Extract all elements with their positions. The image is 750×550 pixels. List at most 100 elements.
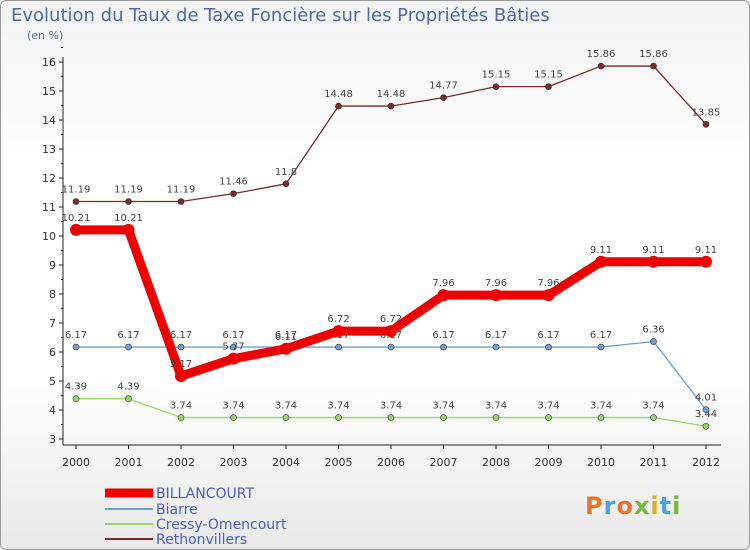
data-label: 6.17 — [275, 330, 297, 341]
series-point — [335, 343, 342, 351]
x-tick-label: 2004 — [272, 456, 300, 469]
data-label: 3.74 — [170, 401, 192, 412]
data-label: 6.72 — [380, 314, 402, 325]
series-point — [440, 94, 447, 101]
data-label: 3.74 — [642, 401, 664, 412]
series-point — [542, 289, 555, 302]
data-label: 7.96 — [537, 278, 559, 289]
y-tick-label: 8 — [49, 288, 56, 301]
logo-letter: x — [633, 492, 651, 520]
series-point — [332, 325, 345, 338]
data-label: 15.86 — [587, 49, 616, 60]
series-point — [440, 343, 447, 351]
x-tick-label: 2008 — [482, 456, 510, 469]
series-point — [597, 414, 605, 421]
data-label: 11.19 — [62, 184, 91, 195]
series-point — [545, 414, 552, 421]
y-tick-label: 10 — [42, 230, 56, 243]
data-label: 3.74 — [380, 401, 402, 412]
data-label: 3.74 — [432, 401, 454, 412]
series-point — [230, 414, 237, 421]
logo-letter: i — [672, 492, 682, 520]
series-point — [545, 343, 552, 351]
series-point — [490, 289, 502, 302]
y-tick-label: 5 — [49, 375, 56, 388]
series-line — [75, 65, 707, 203]
data-label: 3.74 — [222, 401, 244, 412]
data-label: 6.17 — [117, 330, 139, 341]
data-label: 6.36 — [642, 325, 664, 336]
x-tick-label: 2002 — [167, 456, 195, 469]
data-label: 11.19 — [167, 184, 196, 195]
data-label: 14.48 — [377, 89, 406, 100]
series-point — [595, 255, 607, 268]
x-tick-label: 2003 — [220, 456, 248, 469]
data-label: 7.96 — [485, 278, 507, 289]
x-tick-label: 2009 — [535, 456, 563, 469]
y-tick-label: 3 — [49, 433, 56, 446]
series-point — [702, 121, 710, 128]
legend-label: Cressy-Omencourt — [156, 517, 287, 533]
data-label: 6.17 — [65, 330, 87, 341]
series-point — [650, 414, 657, 421]
series-point — [440, 414, 447, 421]
data-label: 4.39 — [117, 382, 139, 393]
series-point — [387, 414, 395, 421]
x-tick-label: 2011 — [640, 456, 668, 469]
y-tick-label: 7 — [49, 317, 56, 330]
y-tick-label: 15 — [42, 85, 56, 98]
y-tick-label: 16 — [42, 56, 56, 69]
data-label: 9.11 — [590, 245, 612, 256]
data-label: 7.96 — [432, 278, 454, 289]
logo-letter: r — [603, 492, 617, 520]
series-point — [437, 289, 450, 302]
series-point — [177, 343, 185, 351]
series-point — [72, 198, 80, 205]
proxiti-logo: Proxiti — [585, 492, 681, 520]
series-point — [125, 395, 132, 402]
series-point — [650, 62, 657, 70]
data-label: 9.11 — [695, 245, 717, 256]
logo-letter: t — [659, 492, 673, 520]
series-point — [230, 190, 237, 197]
data-label: 10.21 — [62, 213, 91, 224]
data-label: 5.77 — [222, 342, 244, 353]
series-point — [177, 414, 185, 421]
series-point — [335, 102, 342, 110]
data-label: 6.17 — [432, 330, 454, 341]
logo-letter: o — [616, 492, 634, 520]
series-point — [597, 343, 605, 351]
y-tick-label: 13 — [42, 143, 56, 156]
series-point — [282, 180, 290, 188]
data-label: 14.48 — [324, 89, 353, 100]
data-label: 6.72 — [327, 314, 349, 325]
series-point — [335, 414, 342, 421]
series-point — [282, 414, 290, 421]
series-point — [230, 343, 237, 351]
x-tick-label: 2001 — [115, 456, 143, 469]
legend-label: Biarre — [156, 502, 198, 518]
data-label: 3.74 — [275, 401, 297, 412]
series-point — [650, 338, 657, 345]
data-label: 5.17 — [170, 359, 192, 370]
series-point — [702, 406, 710, 414]
data-label: 3.74 — [590, 401, 612, 412]
data-label: 3.74 — [485, 401, 507, 412]
series-point — [702, 422, 710, 430]
x-tick-label: 2007 — [430, 456, 458, 469]
data-label: 15.86 — [639, 49, 668, 60]
legend-label: Rethonvillers — [156, 532, 247, 548]
data-label: 6.17 — [222, 330, 244, 341]
legend-label: BILLANCOURT — [156, 486, 254, 502]
series-point — [125, 198, 132, 205]
y-tick-label: 14 — [42, 114, 56, 127]
series-point — [72, 343, 80, 351]
series-point — [647, 255, 660, 268]
x-tick-label: 2010 — [587, 456, 615, 469]
y-tick-label: 6 — [49, 346, 56, 359]
data-label: 15.15 — [482, 70, 511, 81]
series-point — [387, 102, 395, 110]
series-point — [175, 370, 187, 383]
x-tick-label: 2006 — [377, 456, 405, 469]
x-tick-label: 2012 — [692, 456, 720, 469]
